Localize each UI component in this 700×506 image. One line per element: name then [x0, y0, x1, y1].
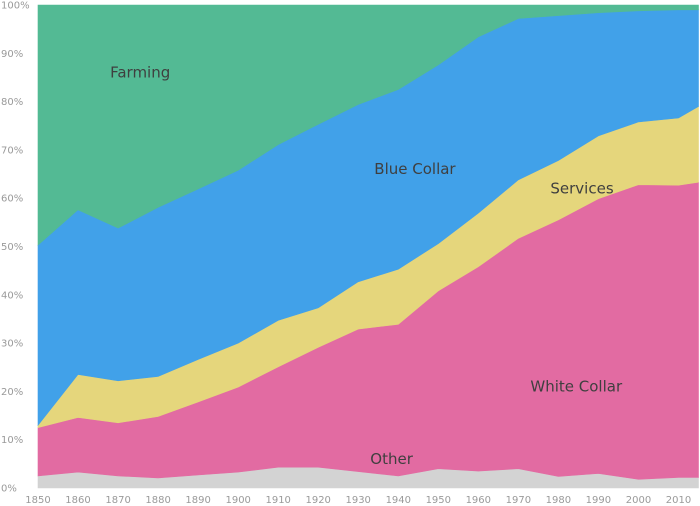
x-tick-label: 1960: [466, 495, 491, 506]
series-labels: Farming Blue Collar Services White Collar Ot…: [110, 64, 623, 468]
x-tick-label: 1850: [25, 495, 50, 506]
x-tick-label: 1890: [185, 495, 210, 506]
x-tick-label: 1900: [225, 495, 250, 506]
area-farming: [37, 4, 699, 246]
y-tick-label: 60%: [1, 194, 23, 205]
series-label-farming: Farming: [110, 64, 170, 82]
y-tick-label: 90%: [1, 49, 23, 60]
x-tick-label: 1920: [305, 495, 330, 506]
y-tick-label: 0%: [1, 484, 17, 495]
x-tick-label: 1970: [506, 495, 531, 506]
series-label-services: Services: [550, 180, 613, 198]
y-tick-label: 70%: [1, 145, 23, 156]
x-tick-label: 1860: [65, 495, 90, 506]
x-tick-label: 1930: [345, 495, 370, 506]
y-tick-label: 40%: [1, 290, 23, 301]
series-label-other: Other: [370, 450, 413, 468]
y-tick-label: 30%: [1, 339, 23, 350]
x-tick-label: 1950: [426, 495, 451, 506]
x-tick-label: 2000: [626, 495, 651, 506]
x-tick-label: 1940: [386, 495, 411, 506]
y-tick-label: 10%: [1, 435, 23, 446]
series-label-blue-collar: Blue Collar: [374, 160, 456, 178]
x-tick-label: 1880: [145, 495, 170, 506]
x-tick-label: 1990: [586, 495, 611, 506]
y-tick-label: 20%: [1, 387, 23, 398]
x-axis-ticks: 1850 1860 1870 1880 1890 1900 1910 1920 1930 1940…: [25, 495, 691, 506]
y-tick-label: 100%: [1, 1, 30, 12]
y-tick-label: 80%: [1, 97, 23, 108]
x-tick-label: 1980: [546, 495, 571, 506]
series-label-white-collar: White Collar: [530, 378, 623, 396]
y-tick-label: 50%: [1, 242, 23, 253]
y-axis-ticks: 0% 10% 20% 30% 40% 50% 60% 70% 80% 90% 100%: [1, 1, 30, 495]
x-tick-label: 2010: [666, 495, 691, 506]
x-tick-label: 1910: [265, 495, 290, 506]
area-layers: [37, 4, 699, 489]
x-tick-label: 1870: [105, 495, 130, 506]
